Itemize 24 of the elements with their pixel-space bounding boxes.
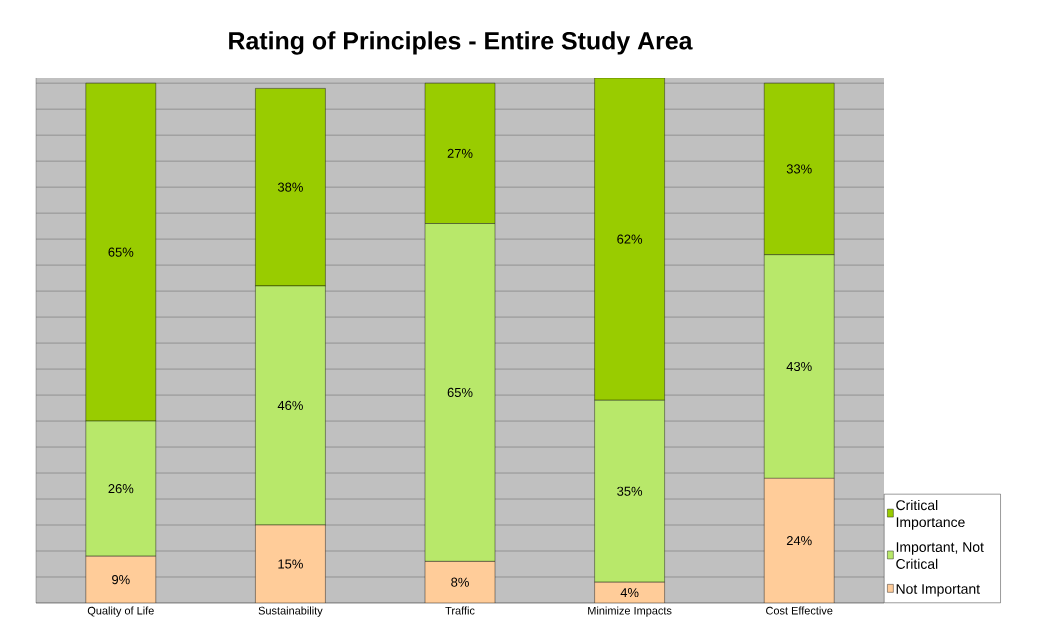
data-label: 24%	[786, 536, 812, 546]
legend-label: Not Important	[896, 584, 980, 597]
chart-title: Rating of Principles - Entire Study Area	[229, 31, 693, 55]
legend-label: Critical Importance	[896, 499, 965, 530]
data-label: 43%	[786, 361, 812, 372]
data-label: 8%	[451, 577, 469, 587]
x-tick-label: Sustainability	[258, 606, 323, 617]
legend-label: Important, Not Critical	[896, 542, 984, 569]
x-tick-label: Traffic	[445, 606, 475, 615]
data-label: 26%	[108, 484, 134, 494]
data-label: 38%	[277, 182, 303, 192]
x-tick-label: Minimize Impacts	[588, 606, 672, 617]
x-tick-label: Quality of Life	[87, 606, 154, 617]
data-label: 15%	[278, 559, 303, 569]
data-label: 46%	[277, 400, 303, 411]
data-label: 35%	[617, 486, 643, 496]
data-label: 27%	[447, 148, 473, 158]
data-label: 65%	[447, 387, 473, 398]
x-tick-label: Cost Effective	[766, 606, 833, 615]
data-label: 62%	[617, 234, 643, 244]
data-label: 9%	[112, 575, 130, 585]
data-label: 33%	[786, 164, 812, 174]
data-label: 4%	[620, 588, 639, 598]
data-label: 65%	[108, 247, 134, 257]
